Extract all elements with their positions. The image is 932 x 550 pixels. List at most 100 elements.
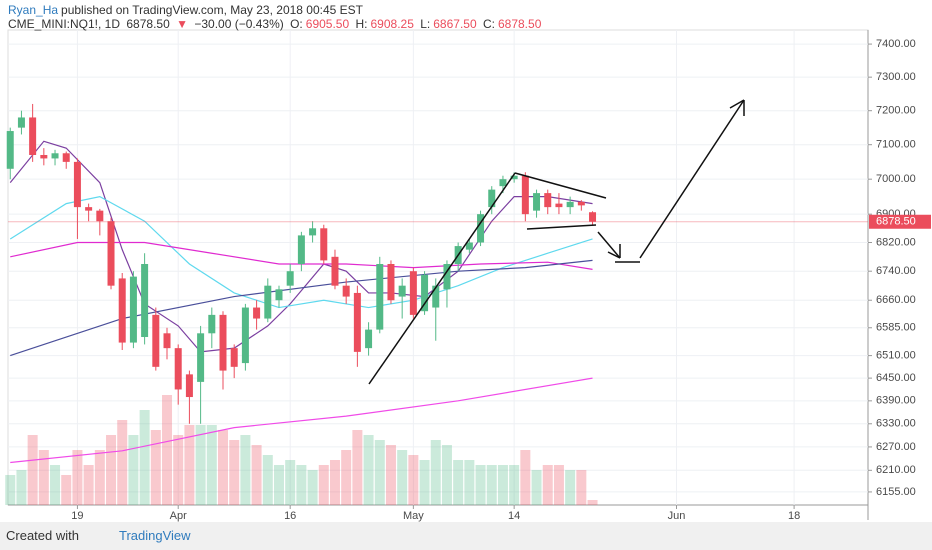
volume-bar: [341, 450, 352, 505]
change-arrow: ▼: [176, 17, 188, 31]
volume-bar: [408, 455, 419, 505]
y-tick-label: 6585.00: [876, 322, 916, 334]
volume-bar: [307, 470, 318, 505]
volume-bar: [195, 425, 206, 505]
candle-body: [477, 214, 485, 243]
candle-body: [465, 242, 473, 250]
change: −30.00 (−0.43%): [194, 17, 284, 31]
created-with: Created with: [6, 528, 79, 543]
volume-bar: [285, 460, 296, 505]
candle-body: [297, 235, 305, 264]
candle-body: [398, 285, 406, 297]
x-tick-label: Apr: [170, 510, 187, 522]
volume-bar: [72, 450, 83, 505]
volume-bar: [531, 470, 542, 505]
volume-bar: [397, 450, 408, 505]
candle-body: [29, 117, 37, 155]
candle-body: [499, 179, 507, 187]
candle-body: [96, 210, 104, 222]
candle-body: [555, 203, 563, 208]
x-tick-label: 16: [284, 510, 296, 522]
volume-bar: [38, 450, 49, 505]
y-tick-label: 6330.00: [876, 418, 916, 430]
volume-bar: [441, 445, 452, 505]
y-tick-label: 6660.00: [876, 294, 916, 306]
y-tick-label: 7300.00: [876, 71, 916, 83]
candle-body: [62, 153, 70, 162]
brand[interactable]: TradingView: [118, 528, 191, 543]
candle-body: [185, 374, 193, 398]
candle-body: [510, 175, 518, 180]
y-tick-label: 6510.00: [876, 350, 916, 362]
candle-body: [421, 274, 429, 312]
candle-body: [286, 271, 294, 286]
volume-bar: [542, 465, 553, 505]
y-tick-label: 6270.00: [876, 441, 916, 453]
volume-bar: [352, 430, 363, 505]
volume-bar: [453, 460, 464, 505]
candle-body: [365, 329, 373, 349]
volume-bar: [497, 465, 508, 505]
header-line-1: Ryan_Ha published on TradingView.com, May…: [8, 3, 366, 17]
volume-bar: [83, 465, 94, 505]
volume-bar: [218, 430, 228, 505]
y-tick-label: 7400.00: [876, 38, 916, 50]
candle-body: [241, 307, 249, 364]
drawing-line: [526, 224, 597, 230]
candle-body: [376, 263, 384, 330]
volume-bar: [117, 420, 128, 505]
h-label: H:: [355, 17, 368, 31]
volume-bar: [162, 395, 173, 505]
candle-body: [387, 263, 395, 301]
volume-bar: [385, 445, 396, 505]
volume-bar: [184, 425, 195, 505]
drawing-line: [729, 99, 745, 109]
volume-bar: [475, 465, 486, 505]
candle-body: [17, 117, 25, 128]
candle-body: [443, 263, 451, 290]
volume-bar: [106, 435, 117, 505]
volume: [5, 395, 598, 505]
last-price-label: 6878.50: [876, 216, 916, 228]
candle-body: [208, 314, 216, 334]
candle-body: [129, 276, 137, 343]
candle-body: [577, 201, 585, 206]
candle-body: [6, 131, 14, 169]
volume-bar: [27, 435, 38, 505]
candle-body: [521, 175, 529, 215]
volume-bar: [363, 435, 374, 505]
volume-bar: [587, 500, 598, 505]
drawing-line: [607, 251, 621, 259]
volume-bar: [509, 465, 520, 505]
x-tick-label: 19: [71, 510, 83, 522]
volume-bar: [262, 455, 273, 505]
candle-body: [73, 161, 81, 208]
volume-bar: [430, 440, 441, 505]
drawing-line: [639, 99, 745, 259]
y-tick-label: 6210.00: [876, 464, 916, 476]
o-label: O:: [290, 17, 303, 31]
volume-bar: [464, 460, 475, 505]
author[interactable]: Ryan_Ha: [8, 3, 59, 17]
candle-body: [275, 289, 283, 301]
candle-body: [264, 285, 272, 319]
volume-bar: [565, 470, 576, 505]
y-tick-label: 6155.00: [876, 486, 916, 498]
last-price-box: [869, 214, 931, 229]
c-value: 6878.50: [497, 17, 542, 31]
footer: Created with TradingView: [6, 528, 191, 543]
candle-body: [409, 271, 417, 315]
candle-body: [152, 314, 160, 367]
candle-body: [253, 307, 261, 319]
x-tick-label: 14: [508, 510, 520, 522]
candle-body: [118, 278, 126, 343]
moving-average: [10, 377, 593, 464]
candle-body: [141, 263, 149, 338]
volume-bar: [229, 440, 240, 505]
y-tick-label: 6820.00: [876, 236, 916, 248]
y-tick-label: 7100.00: [876, 139, 916, 151]
volume-bar: [50, 465, 61, 505]
drawings: [368, 99, 745, 385]
y-tick-label: 6390.00: [876, 395, 916, 407]
